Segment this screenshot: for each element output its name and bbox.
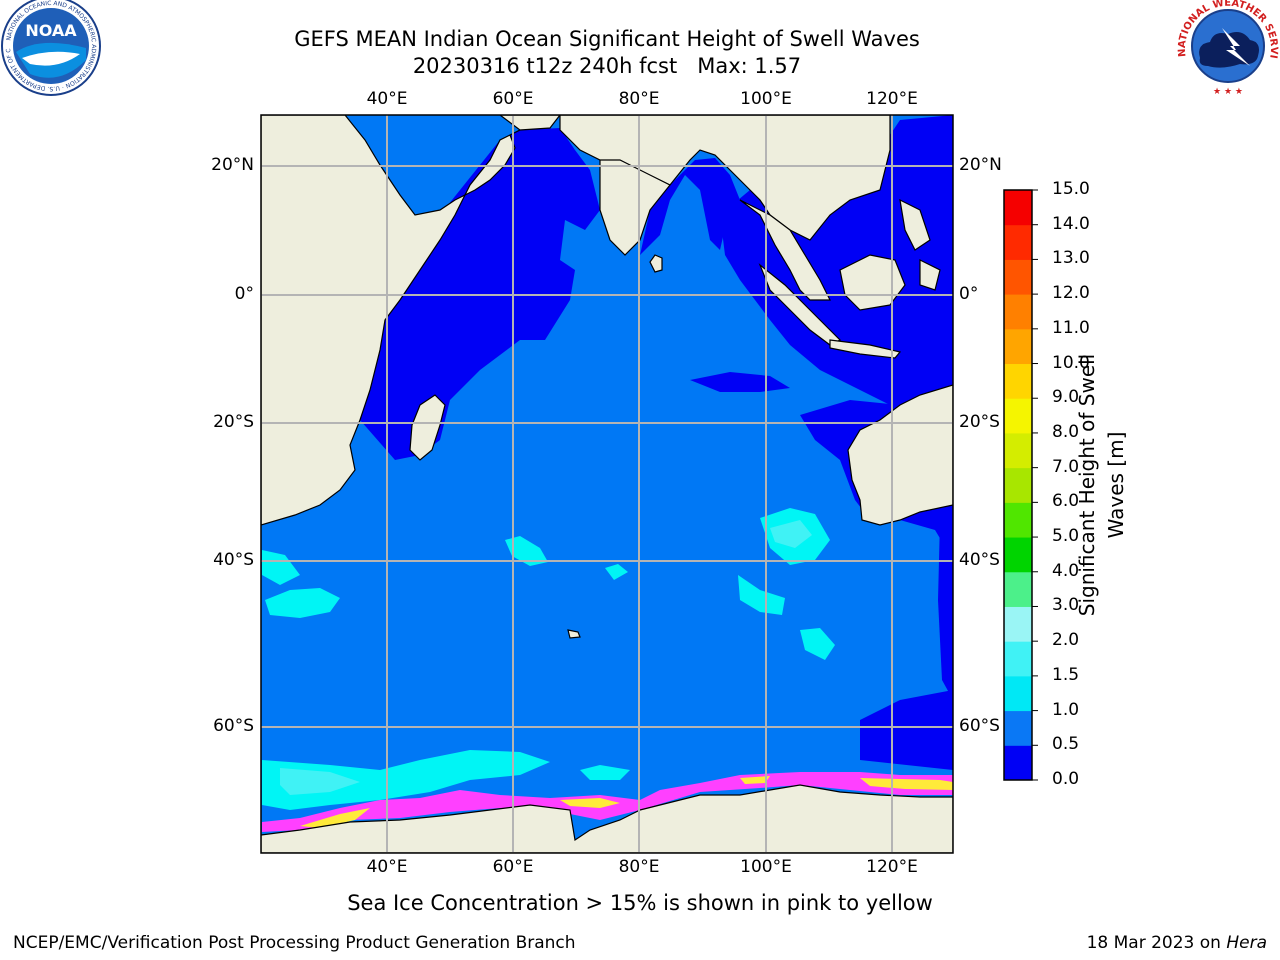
noaa-logo-text: NOAA [25, 21, 77, 40]
map-title-line2: 20230316 t12z 240h fcst Max: 1.57 [412, 54, 802, 78]
lat-label-left: 0° [234, 284, 254, 304]
colorbar-segment [1004, 259, 1032, 295]
colorbar-tick-label: 2.0 [1052, 630, 1080, 651]
map-gridlines [261, 115, 953, 853]
sea-ice-note: Sea Ice Concentration > 15% is shown in … [347, 891, 933, 915]
colorbar-segment [1004, 571, 1032, 607]
colorbar-segment [1004, 745, 1032, 781]
lat-label-left: 40°S [213, 550, 254, 570]
lon-label-top: 40°E [366, 89, 408, 109]
nws-logo: NATIONAL WEATHER SERVICE ★ ★ ★ [0, 0, 1279, 97]
sea-ice-band [262, 772, 953, 832]
colorbar-segment [1004, 398, 1032, 434]
colorbar-segment [1004, 467, 1032, 503]
colorbar-segment [1004, 190, 1032, 226]
colorbar-tick-label: 14.0 [1052, 213, 1090, 234]
colorbar-tick-label: 13.0 [1052, 248, 1090, 269]
colorbar-label-line2: Waves [m] [1104, 431, 1128, 539]
map-frame [260, 114, 954, 854]
nws-ring-text: NATIONAL WEATHER SERVICE [0, 0, 1279, 59]
lon-label-top: 100°E [740, 89, 792, 109]
colorbar-tick-label: 0.5 [1052, 734, 1080, 755]
colorbar [1003, 189, 1038, 781]
map-area [261, 115, 953, 853]
lat-label-left: 20°S [213, 412, 254, 432]
lon-label-bottom: 80°E [618, 857, 660, 877]
lon-label-top: 80°E [618, 89, 660, 109]
colorbar-segment [1004, 294, 1032, 330]
colorbar-tick-label: 11.0 [1052, 317, 1090, 338]
lon-label-bottom: 60°E [492, 857, 534, 877]
lon-label-bottom: 100°E [740, 857, 792, 877]
lat-label-right: 40°S [959, 550, 1000, 570]
colorbar-segment [1004, 675, 1032, 712]
colorbar-segment [1004, 502, 1032, 538]
lon-label-top: 120°E [866, 89, 918, 109]
colorbar-tick-label: 10.0 [1052, 352, 1090, 373]
colorbar-segment [1004, 432, 1032, 469]
map-title-line1: GEFS MEAN Indian Ocean Significant Heigh… [294, 27, 920, 51]
lat-label-left: 20°N [211, 155, 254, 175]
footer-credit: NCEP/EMC/Verification Post Processing Pr… [13, 933, 576, 953]
colorbar-tick-label: 15.0 [1052, 179, 1090, 199]
colorbar-segment [1004, 328, 1032, 365]
colorbar-segment [1004, 710, 1032, 746]
lon-label-top: 60°E [492, 89, 534, 109]
footer-date: 18 Mar 2023 on Hera [1087, 933, 1267, 953]
lon-label-bottom: 40°E [366, 857, 408, 877]
colorbar-segment [1004, 224, 1032, 260]
colorbar-segment [1004, 641, 1032, 677]
colorbar-segment [1004, 606, 1032, 642]
colorbar-tick-label: 7.0 [1052, 456, 1080, 477]
colorbar-tick-label: 3.0 [1052, 595, 1080, 616]
colorbar-tick-label: 9.0 [1052, 387, 1080, 408]
lat-label-right: 20°S [959, 412, 1000, 432]
colorbar-tick-label: 4.0 [1052, 560, 1080, 581]
colorbar-tick-label: 1.5 [1052, 664, 1080, 685]
lat-label-right: 20°N [959, 155, 1002, 175]
footer-machine: Hera [1226, 933, 1267, 953]
lon-label-bottom: 120°E [866, 857, 918, 877]
colorbar-tick-label: 6.0 [1052, 491, 1080, 512]
colorbar-tick-label: 5.0 [1052, 526, 1080, 547]
colorbar-tick-label: 1.0 [1052, 699, 1080, 720]
colorbar-tick-label: 12.0 [1052, 283, 1090, 304]
lat-label-right: 60°S [959, 716, 1000, 736]
light-swell-patches [280, 520, 812, 795]
colorbar-tick-label: 0.0 [1052, 769, 1080, 789]
colorbar-segment [1004, 537, 1032, 573]
colorbar-segment [1004, 363, 1032, 399]
lat-label-right: 0° [959, 284, 979, 304]
colorbar-tick-label: 8.0 [1052, 421, 1080, 442]
footer-date-text: 18 Mar 2023 on [1086, 933, 1227, 953]
noaa-logo: NOAA NATIONAL OCEANIC AND ATMOSPHERIC AD… [0, 0, 101, 96]
colorbar-frame [1003, 189, 1033, 781]
lat-label-left: 60°S [213, 716, 254, 736]
svg-text:★ ★ ★: ★ ★ ★ [1213, 87, 1243, 97]
